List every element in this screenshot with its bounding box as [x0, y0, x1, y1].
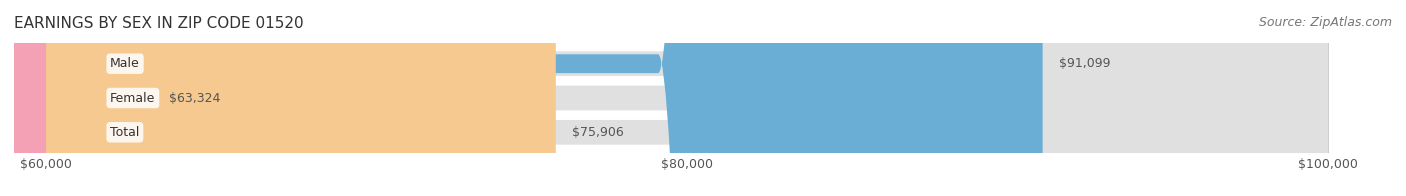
- Text: Male: Male: [110, 57, 141, 70]
- Text: Total: Total: [110, 126, 139, 139]
- Text: $75,906: $75,906: [572, 126, 624, 139]
- FancyBboxPatch shape: [46, 0, 1327, 196]
- FancyBboxPatch shape: [46, 0, 1327, 196]
- FancyBboxPatch shape: [46, 0, 555, 196]
- FancyBboxPatch shape: [46, 0, 1043, 196]
- Text: Source: ZipAtlas.com: Source: ZipAtlas.com: [1258, 16, 1392, 29]
- Text: Female: Female: [110, 92, 156, 104]
- FancyBboxPatch shape: [0, 0, 430, 196]
- Text: $91,099: $91,099: [1059, 57, 1111, 70]
- Text: $63,324: $63,324: [169, 92, 219, 104]
- FancyBboxPatch shape: [46, 0, 1327, 196]
- Text: EARNINGS BY SEX IN ZIP CODE 01520: EARNINGS BY SEX IN ZIP CODE 01520: [14, 16, 304, 31]
